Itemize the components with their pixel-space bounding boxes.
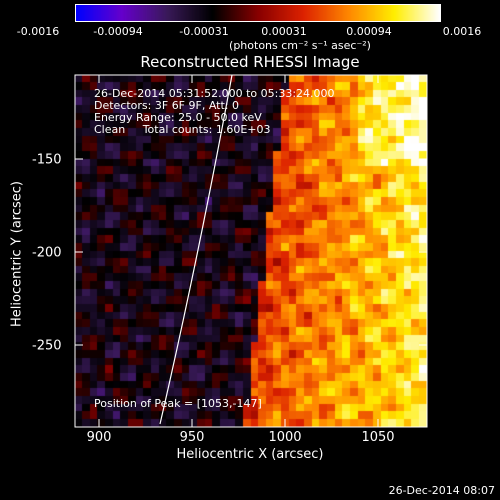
x-tick-label: 1050	[361, 430, 395, 445]
peak-position-label: Position of Peak = [1053,-147]	[94, 397, 262, 410]
colorbar-tick: 0.0016	[442, 25, 482, 38]
x-tick-label: 900	[86, 430, 112, 445]
colorbar-tick: -0.0016	[16, 25, 60, 38]
x-tick-marks	[98, 75, 379, 427]
x-tick-label: 1000	[268, 430, 302, 445]
y-tick-label: -150	[32, 152, 62, 168]
annotation-time-range: 26-Dec-2014 05:31:52.000 to 05:33:24.000	[94, 87, 335, 100]
annotation-energy-range: Energy Range: 25.0 - 50.0 keV	[94, 111, 262, 124]
y-tick-marks	[75, 158, 427, 346]
y-tick-label: -250	[32, 338, 62, 354]
annotation-counts: Clean Total counts: 1.60E+03	[94, 123, 271, 136]
footer-timestamp: 26-Dec-2014 08:07	[388, 484, 495, 497]
colorbar-tick: -0.00031	[179, 25, 229, 38]
colorbar-tick: 0.00094	[346, 25, 392, 38]
colorbar-tick: 0.00031	[261, 25, 307, 38]
colorbar-units: (photons cm⁻² s⁻¹ asec⁻²)	[229, 39, 371, 52]
reconstructed-image	[75, 75, 427, 427]
solar-limb-line	[159, 74, 233, 425]
plot-title: Reconstructed RHESSI Image	[140, 53, 360, 71]
y-tick-label: -200	[32, 245, 62, 261]
y-axis-label: Heliocentric Y (arcsec)	[9, 181, 25, 327]
x-axis-label: Heliocentric X (arcsec)	[176, 447, 324, 462]
annotation-detectors: Detectors: 3F 6F 9F, Att: 0	[94, 99, 239, 112]
x-tick-label: 950	[179, 430, 205, 445]
plot-frame	[74, 74, 428, 428]
colorbar-gradient	[75, 4, 441, 22]
colorbar-tick: -0.00094	[93, 25, 143, 38]
